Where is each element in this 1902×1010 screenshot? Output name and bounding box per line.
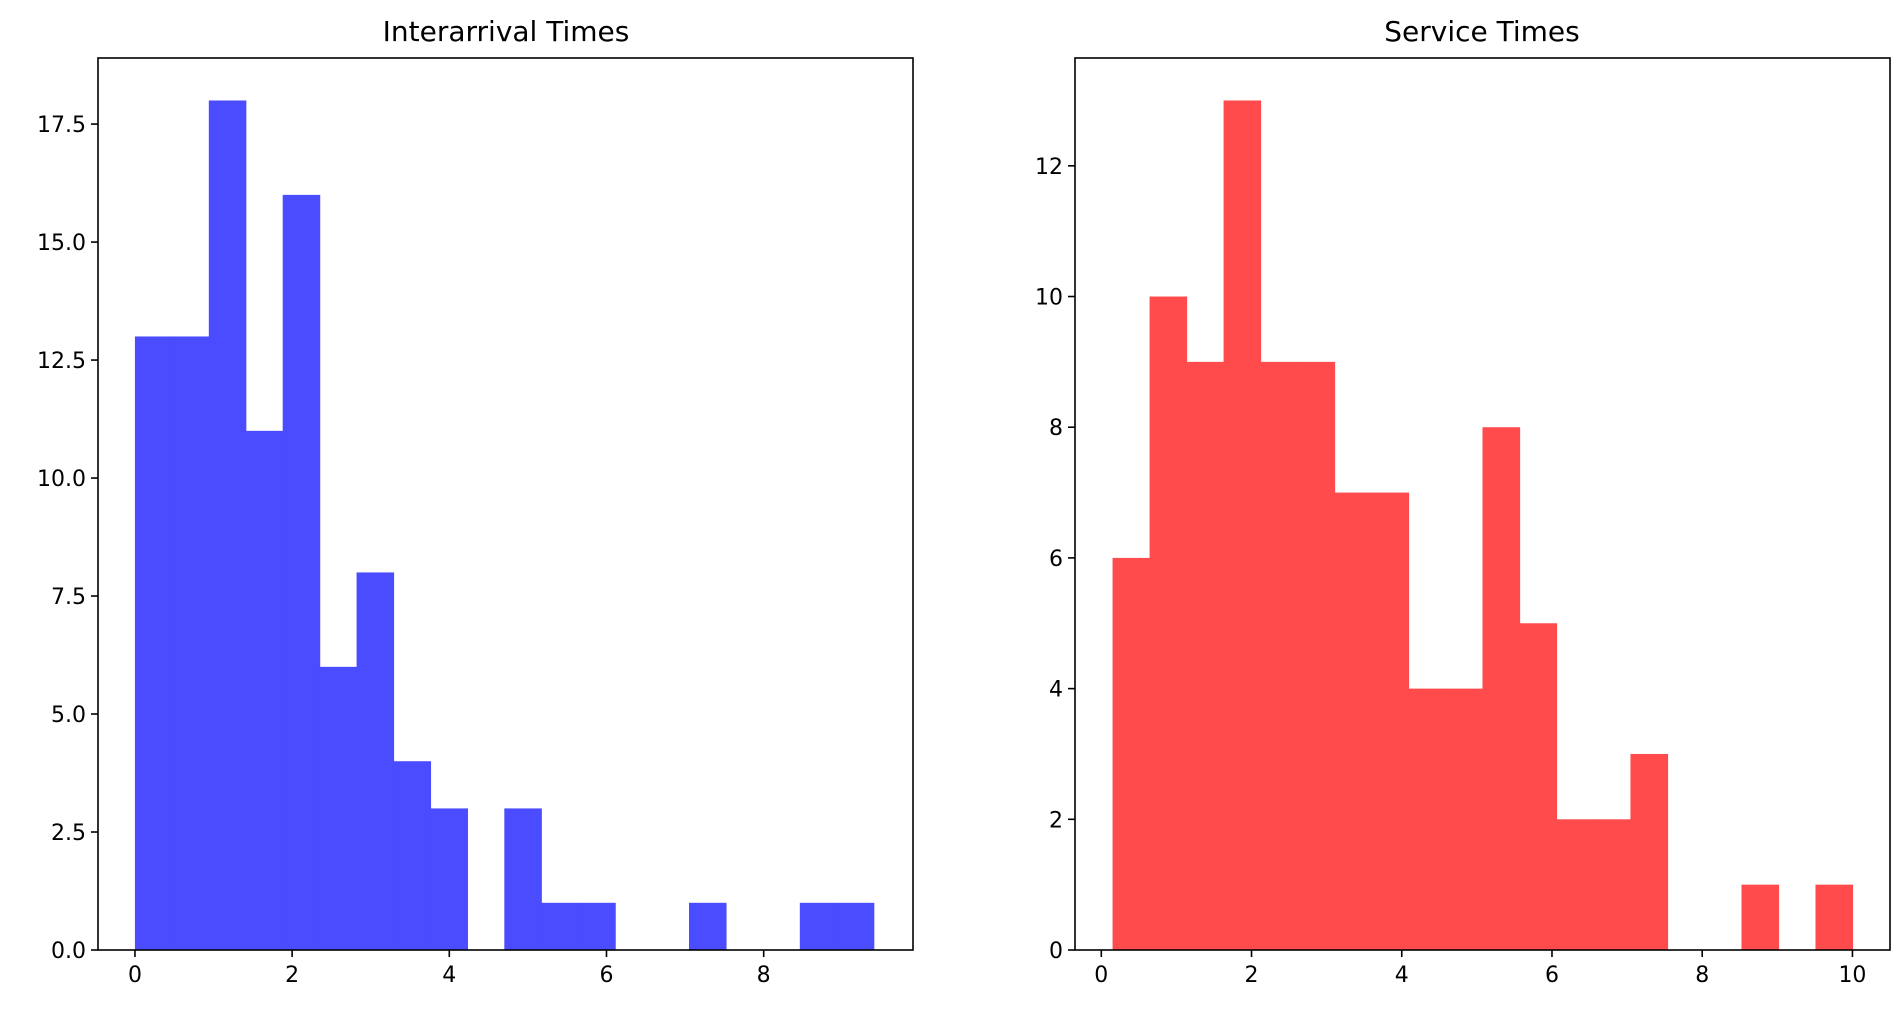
histogram-bar [134,336,173,950]
interarrival-times-panel: Interarrival Times 0 2 4 6 8 0.0 2.5 5.0 7.5 10.0… [37,15,914,988]
y-tick-label: 8 [1049,416,1063,441]
y-tick-label: 10 [1035,286,1063,311]
axes-frame [97,57,914,951]
y-tick-label: 7.5 [51,585,86,610]
histogram-bar [1556,819,1595,950]
chart-title: Service Times [1384,15,1580,48]
y-tick-label: 6 [1049,547,1063,572]
histogram-bar [689,902,727,950]
histogram-bar [171,336,210,950]
histogram-bar [1149,296,1188,950]
histogram-bar [1741,884,1780,950]
x-tick-label: 8 [1695,963,1709,988]
histogram-bar [393,761,432,950]
histogram-bar [1408,688,1447,950]
y-tick-label: 2.5 [51,821,86,846]
histogram-bar [1297,361,1336,950]
histogram-bar [208,100,247,950]
histogram-bar [1482,427,1521,950]
histogram-bar [1593,819,1632,950]
histogram-bar [799,902,838,950]
y-tick-label: 12 [1035,155,1063,180]
y-tick-label: 0.0 [51,939,86,964]
histogram-bar [1112,557,1151,950]
x-tick-label: 4 [1395,963,1409,988]
x-tick-label: 4 [442,963,456,988]
x-tick-label: 0 [1094,963,1108,988]
histogram-bar [1630,753,1669,950]
y-tick-label: 4 [1049,678,1063,703]
x-tick-label: 8 [757,963,771,988]
chart-title: Interarrival Times [383,15,630,48]
y-tick-label: 10.0 [37,467,86,492]
axes-frame [1074,57,1891,951]
histogram-bar [836,902,875,950]
histogram-bar [1260,361,1299,950]
histogram-bar [1334,492,1373,950]
histogram-bar [282,194,321,950]
y-tick-label: 5.0 [51,703,86,728]
histogram-bar [356,572,395,950]
histogram-bar [1186,361,1225,950]
x-tick-label: 10 [1838,963,1866,988]
histogram-bar [504,808,542,950]
histogram-bar [1445,688,1484,950]
histogram-bar [1223,100,1262,950]
service-times-panel: Service Times 0 2 4 6 8 10 0 2 4 6 8 10 12 [1035,15,1891,988]
x-tick-label: 6 [1545,963,1559,988]
y-tick-label: 0 [1049,939,1063,964]
x-tick-label: 2 [1245,963,1259,988]
y-tick-label: 2 [1049,808,1063,833]
x-tick-label: 0 [128,963,142,988]
histogram-bar [1519,623,1558,950]
histogram-bar [245,430,284,950]
x-tick-label: 6 [599,963,613,988]
histogram-bar [541,902,579,950]
histogram-bar [578,902,616,950]
y-tick-label: 15.0 [37,231,86,256]
histogram-bar [1815,884,1854,950]
x-tick-label: 2 [285,963,299,988]
y-tick-label: 17.5 [37,113,86,138]
histogram-bar [430,808,468,950]
histogram-bar [319,666,358,950]
y-tick-label: 12.5 [37,349,86,374]
histogram-bar [1371,492,1410,950]
